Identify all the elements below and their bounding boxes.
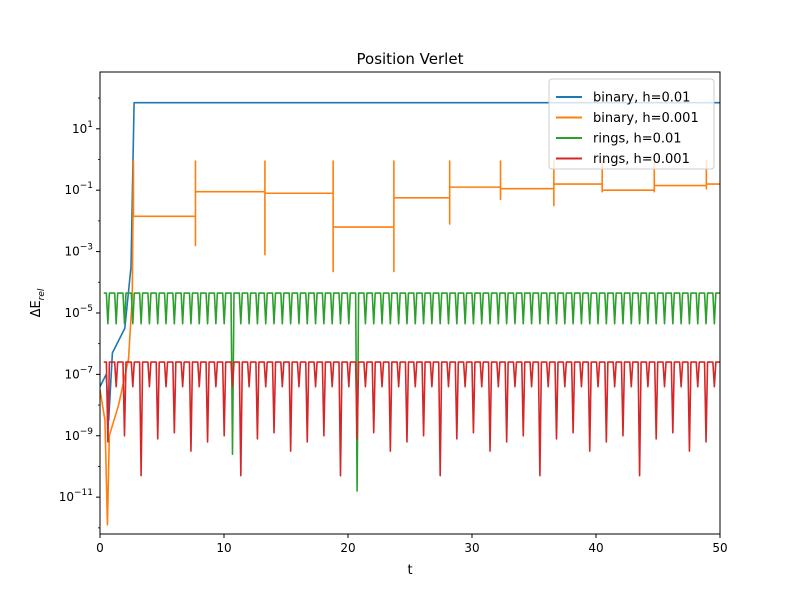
x-axis: 0 10 20 30 40 50 (96, 534, 728, 555)
y-tick-label: 10−7 (64, 365, 93, 381)
series-layer (100, 101, 720, 526)
legend-box (548, 78, 715, 170)
x-tick-label: 20 (340, 541, 355, 555)
y-tick-label: 101 (72, 120, 93, 136)
y-tick-label: 10−5 (64, 304, 93, 320)
y-axis-label: ΔErel (29, 288, 47, 317)
y-axis-label-sub: rel (37, 288, 47, 300)
y-tick-label: 10−9 (64, 427, 93, 443)
legend-label: rings, h=0.001 (593, 152, 690, 167)
x-tick-label: 40 (588, 541, 603, 555)
y-tick-label: 10−11 (59, 488, 93, 504)
legend-label: binary, h=0.01 (593, 91, 690, 106)
legend: binary, h=0.01 binary, h=0.001 rings, h=0.… (548, 78, 715, 170)
y-axis-label-main: ΔE (29, 300, 44, 317)
legend-label: binary, h=0.001 (593, 111, 699, 126)
plot-frame (99, 71, 721, 535)
x-tick-label: 0 (96, 541, 104, 555)
x-tick-label: 10 (216, 541, 231, 555)
y-tick-label: 10−3 (64, 243, 93, 259)
y-tick-label: 10−1 (64, 181, 93, 197)
x-tick-label: 30 (464, 541, 479, 555)
y-axis: 101 10−1 10−3 10−5 10−7 10−9 10−11 (59, 97, 100, 529)
chart-title: Position Verlet (357, 50, 464, 68)
series-line (103, 361, 720, 477)
series-line (103, 292, 720, 492)
series-line (100, 160, 720, 526)
x-axis-label: t (407, 563, 412, 578)
legend-label: rings, h=0.01 (593, 132, 682, 147)
x-tick-label: 50 (712, 541, 727, 555)
